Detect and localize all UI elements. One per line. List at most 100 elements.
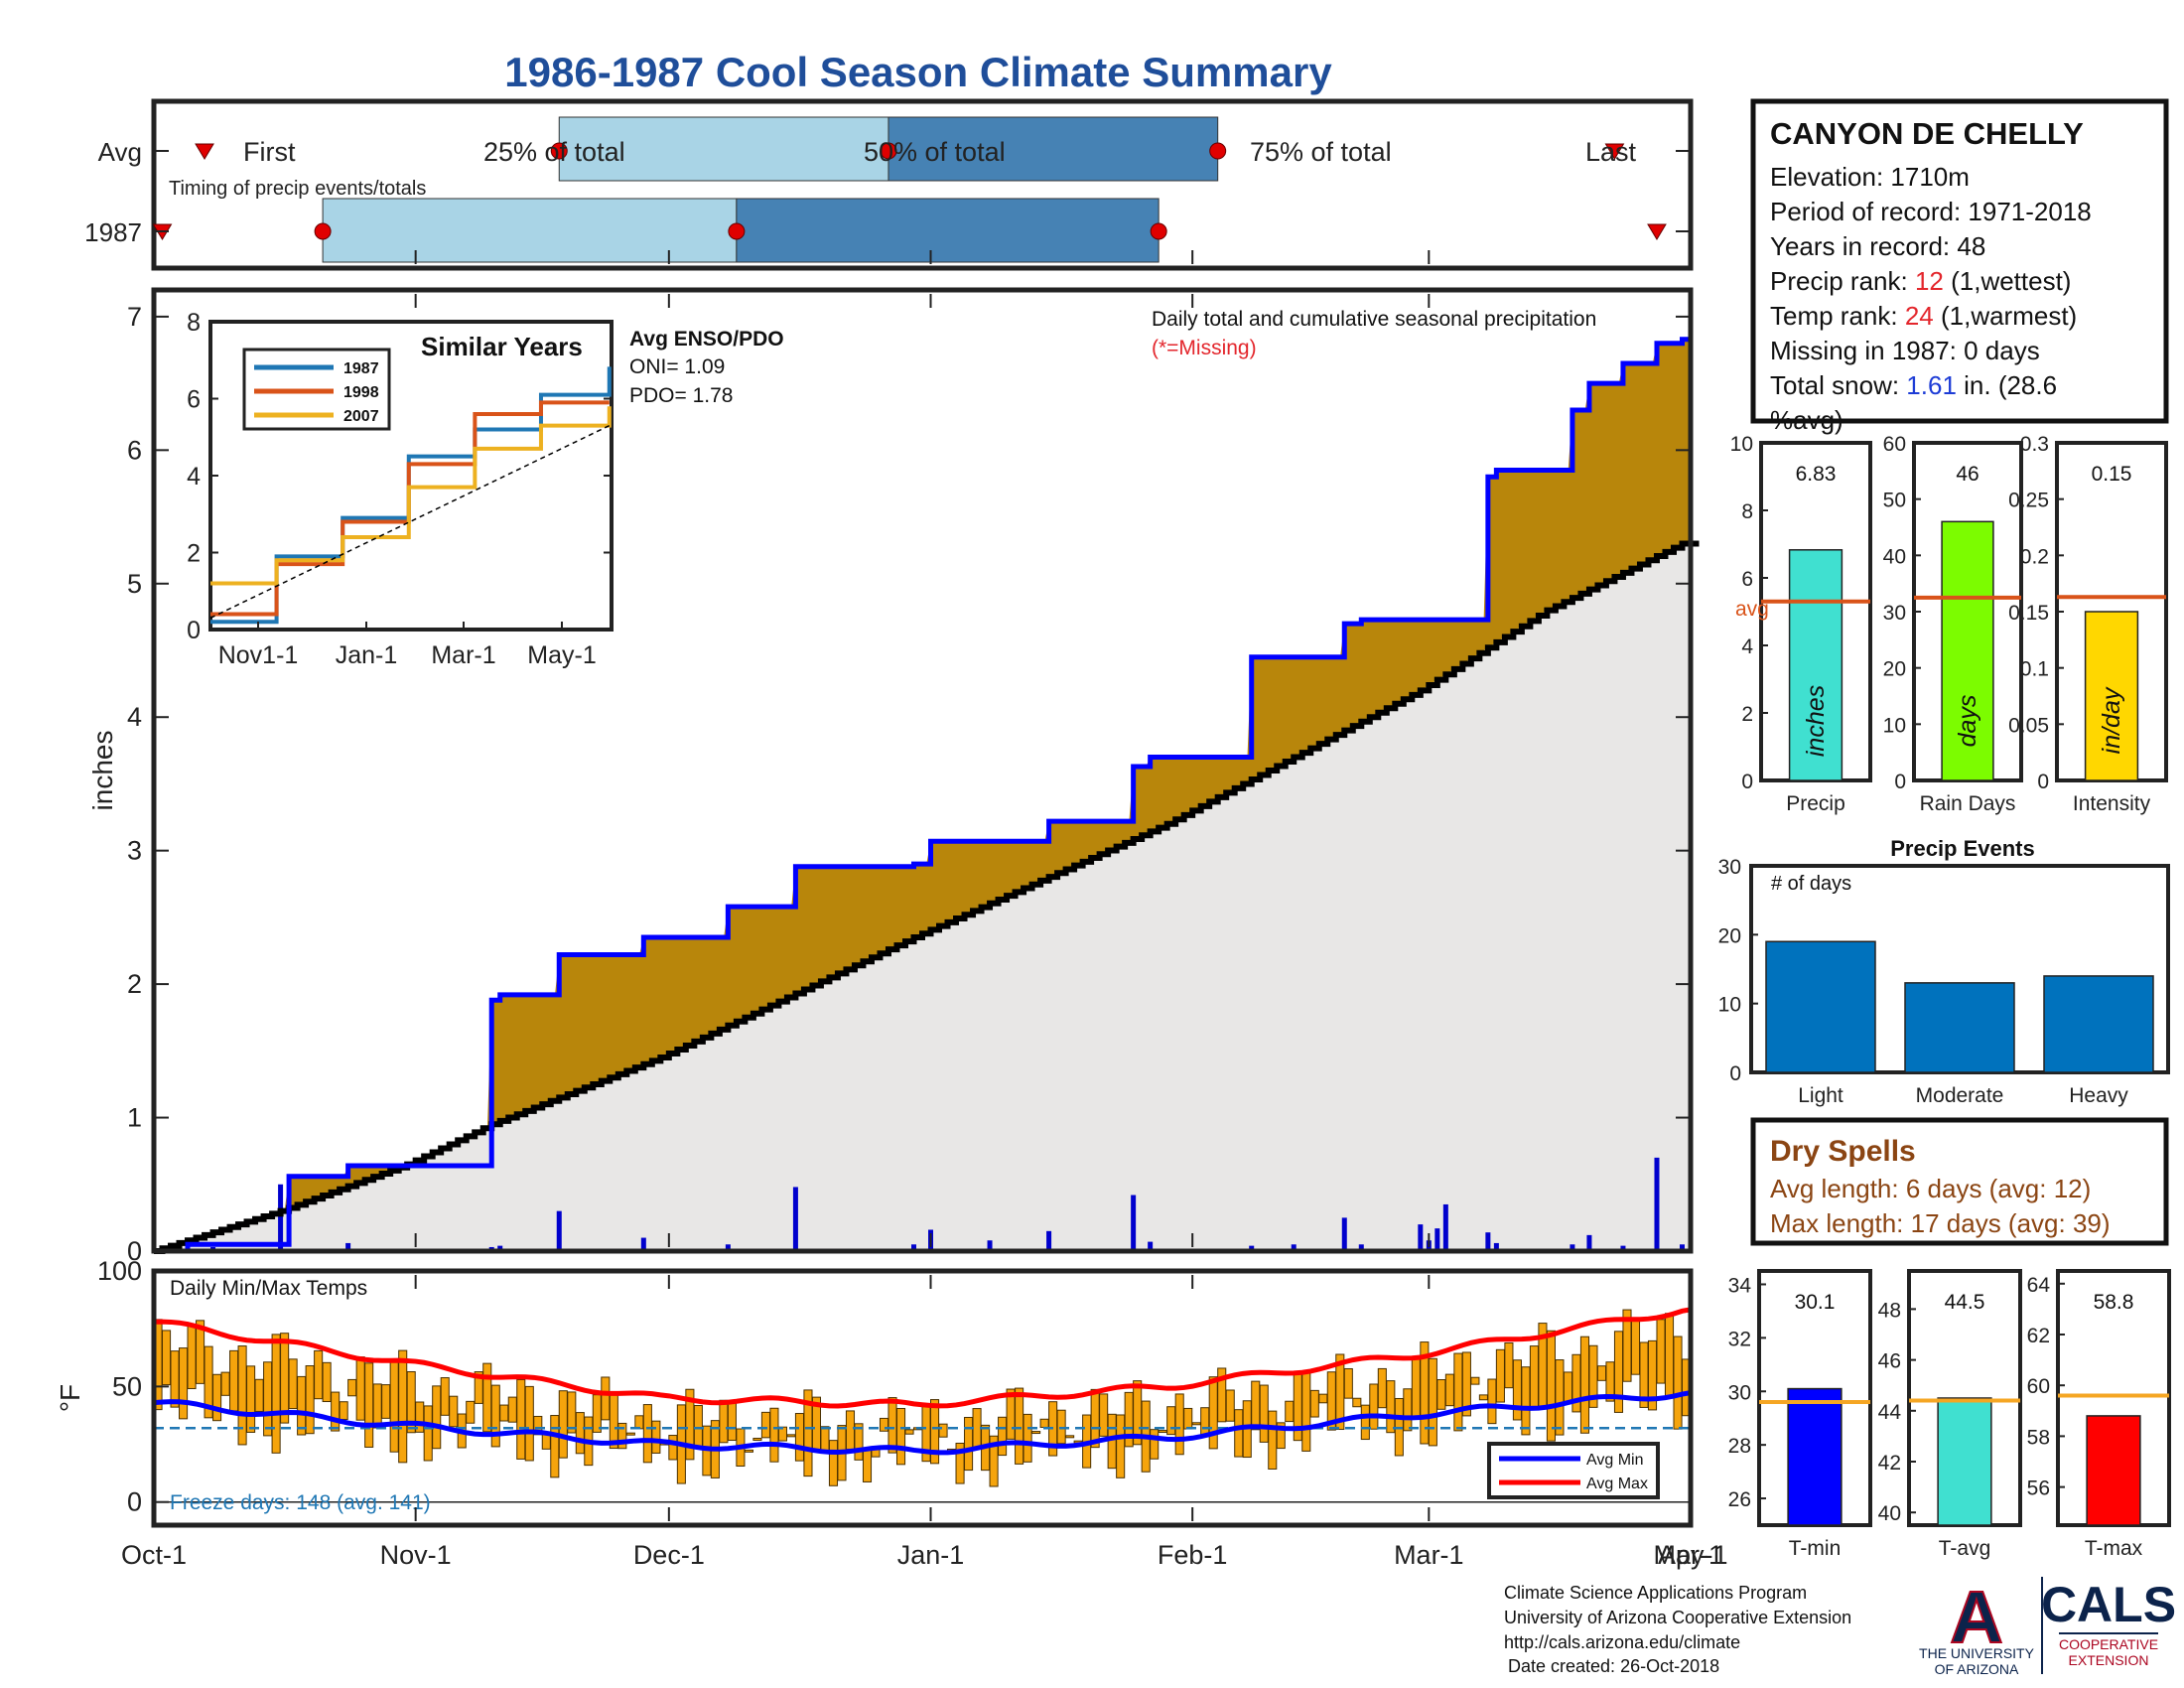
timing-avg-p50-p75-bar xyxy=(887,116,1219,182)
daily-precip-bar xyxy=(792,1187,798,1251)
daily-temp-bar xyxy=(1343,1367,1353,1399)
total-snow: Total snow: 1.61 in. (28.6 xyxy=(1770,370,2057,400)
dry-spells-title: Dry Spells xyxy=(1770,1135,1916,1168)
main-y-axis-label: inches xyxy=(87,731,118,811)
daily-temp-bar xyxy=(794,1413,804,1462)
events-ytick-label: 0 xyxy=(1729,1062,1741,1085)
daily-precip-bar xyxy=(345,1242,351,1251)
daily-temp-bar xyxy=(1579,1336,1590,1434)
timing-avg-p50-marker xyxy=(880,142,897,160)
daily-temp-bar xyxy=(887,1397,897,1454)
daily-precip-bar xyxy=(1493,1242,1499,1251)
daily-temp-bar xyxy=(524,1385,534,1462)
rain-days-panel-ytick-label: 50 xyxy=(1883,490,1906,512)
daily-temp-bar xyxy=(693,1405,703,1448)
daily-temp-bar xyxy=(1174,1393,1184,1456)
daily-temp-bar xyxy=(1563,1371,1572,1404)
precip-panel-ytick-label: 2 xyxy=(1741,703,1753,726)
precip-panel-bar xyxy=(1788,549,1843,781)
events-ytick-label: 10 xyxy=(1718,994,1741,1017)
station-years: Years in record: 48 xyxy=(1770,231,1985,261)
daily-precip-bar xyxy=(556,1210,562,1251)
intensity-panel-bar xyxy=(2084,611,2139,781)
inset-xtick-label: Jan-1 xyxy=(336,641,398,669)
freeze-days-text: Freeze days: 148 (avg. 141) xyxy=(170,1491,431,1514)
date-tick-label: Dec-1 xyxy=(633,1540,705,1570)
daily-temp-bar xyxy=(769,1407,779,1463)
daily-precip-bar xyxy=(1358,1244,1364,1251)
tmax-panel-ytick-label: 62 xyxy=(2027,1325,2050,1347)
daily-temp-bar xyxy=(364,1362,374,1448)
inset-xtick-label: Mar-1 xyxy=(431,641,495,669)
daily-temp-bar xyxy=(1487,1378,1497,1425)
tmax-panel-ytick-label: 64 xyxy=(2027,1274,2051,1297)
date-tick-label: Oct-1 xyxy=(121,1540,187,1570)
events-ylabel: # of days xyxy=(1771,873,1851,895)
daily-temp-bar xyxy=(1436,1379,1446,1410)
tmax-panel-ytick-label: 56 xyxy=(2027,1477,2050,1500)
tmin-panel-bar xyxy=(1787,1387,1843,1526)
daily-temp-bar xyxy=(1065,1435,1075,1439)
daily-temp-bar xyxy=(423,1405,433,1462)
intensity-panel-ytick-label: 0.25 xyxy=(2008,490,2049,512)
ua-logo-letter: A xyxy=(1950,1576,2002,1658)
date-tick-label: Feb-1 xyxy=(1158,1540,1228,1570)
daily-temp-bar xyxy=(592,1394,602,1433)
temp-chart: 0 50 100 °F Daily Min/Max Temps Freeze day… xyxy=(55,1256,1694,1528)
daily-temp-bar xyxy=(263,1361,273,1437)
rain-days-panel-ytick-label: 40 xyxy=(1883,545,1906,568)
daily-precip-bar xyxy=(1442,1203,1448,1251)
temp-y-ticks: 0 50 100 xyxy=(97,1256,169,1517)
daily-temp-bar xyxy=(1107,1413,1117,1470)
inset-legend-label-2007: 2007 xyxy=(343,408,379,425)
main-ytick-label: 0 xyxy=(127,1236,142,1266)
daily-temp-bar xyxy=(339,1401,348,1420)
tmin-panel-ytick-label: 28 xyxy=(1728,1435,1751,1458)
tmax-panel-ytick-label: 58 xyxy=(2027,1426,2050,1449)
daily-temp-bar xyxy=(220,1371,230,1396)
timing-avg-p75-marker xyxy=(1209,142,1227,160)
inset-xtick-label: May-1 xyxy=(527,641,596,669)
tavg-panel-bar xyxy=(1937,1397,1992,1526)
rain-days-panel-ytick-label: 60 xyxy=(1883,433,1906,456)
daily-temp-bar xyxy=(1529,1345,1539,1409)
daily-temp-bar xyxy=(820,1426,830,1453)
cals-sub-2: EXTENSION xyxy=(2069,1652,2149,1668)
daily-temp-bar xyxy=(322,1361,332,1403)
events-bar-moderate xyxy=(1904,982,2015,1073)
daily-temp-bar xyxy=(212,1373,222,1422)
daily-temp-bar xyxy=(1613,1331,1624,1413)
main-ytick-label: 5 xyxy=(127,569,142,599)
main-ytick-label: 1 xyxy=(127,1103,142,1133)
station-period: Period of record: 1971-2018 xyxy=(1770,197,2092,226)
daily-temp-bar xyxy=(1470,1376,1480,1385)
daily-temp-bar xyxy=(1403,1388,1413,1432)
daily-temp-bar xyxy=(601,1376,611,1421)
events-title: Precip Events xyxy=(1890,836,2035,861)
dry-spells-max: Max length: 17 days (avg: 39) xyxy=(1770,1208,2111,1238)
daily-temp-bar xyxy=(1116,1414,1126,1478)
average-cumulative-fill xyxy=(154,543,1691,1251)
daily-temp-bar xyxy=(1225,1389,1235,1422)
precip-events-chart: Precip Events Light Moderate Heavy0102030 … xyxy=(1718,836,2170,1107)
daily-temp-bar xyxy=(1309,1389,1319,1418)
tavg-panel-ytick-label: 40 xyxy=(1878,1502,1901,1525)
footer-line-3: http://cals.arizona.edu/climate xyxy=(1504,1632,1740,1652)
daily-temp-bar xyxy=(440,1377,450,1416)
inset-lines xyxy=(209,366,612,625)
timing-bars xyxy=(152,116,1691,263)
daily-temp-bar xyxy=(1099,1393,1109,1437)
daily-precip-bar xyxy=(1148,1241,1154,1251)
timing-label-p50: 50% of total xyxy=(864,137,1006,167)
date-tick-label: Jan-1 xyxy=(897,1540,965,1570)
daily-temp-bar xyxy=(854,1423,864,1461)
inset-ytick-label: 2 xyxy=(187,540,201,568)
daily-temp-bar xyxy=(828,1440,839,1486)
rain-days-panel-ytick-label: 0 xyxy=(1894,771,1906,793)
daily-precip-bar xyxy=(1620,1245,1626,1251)
daily-temp-bar xyxy=(490,1384,500,1448)
inset-ytick-label: 4 xyxy=(187,463,201,491)
tmax-panel-ytick-label: 60 xyxy=(2027,1375,2050,1398)
